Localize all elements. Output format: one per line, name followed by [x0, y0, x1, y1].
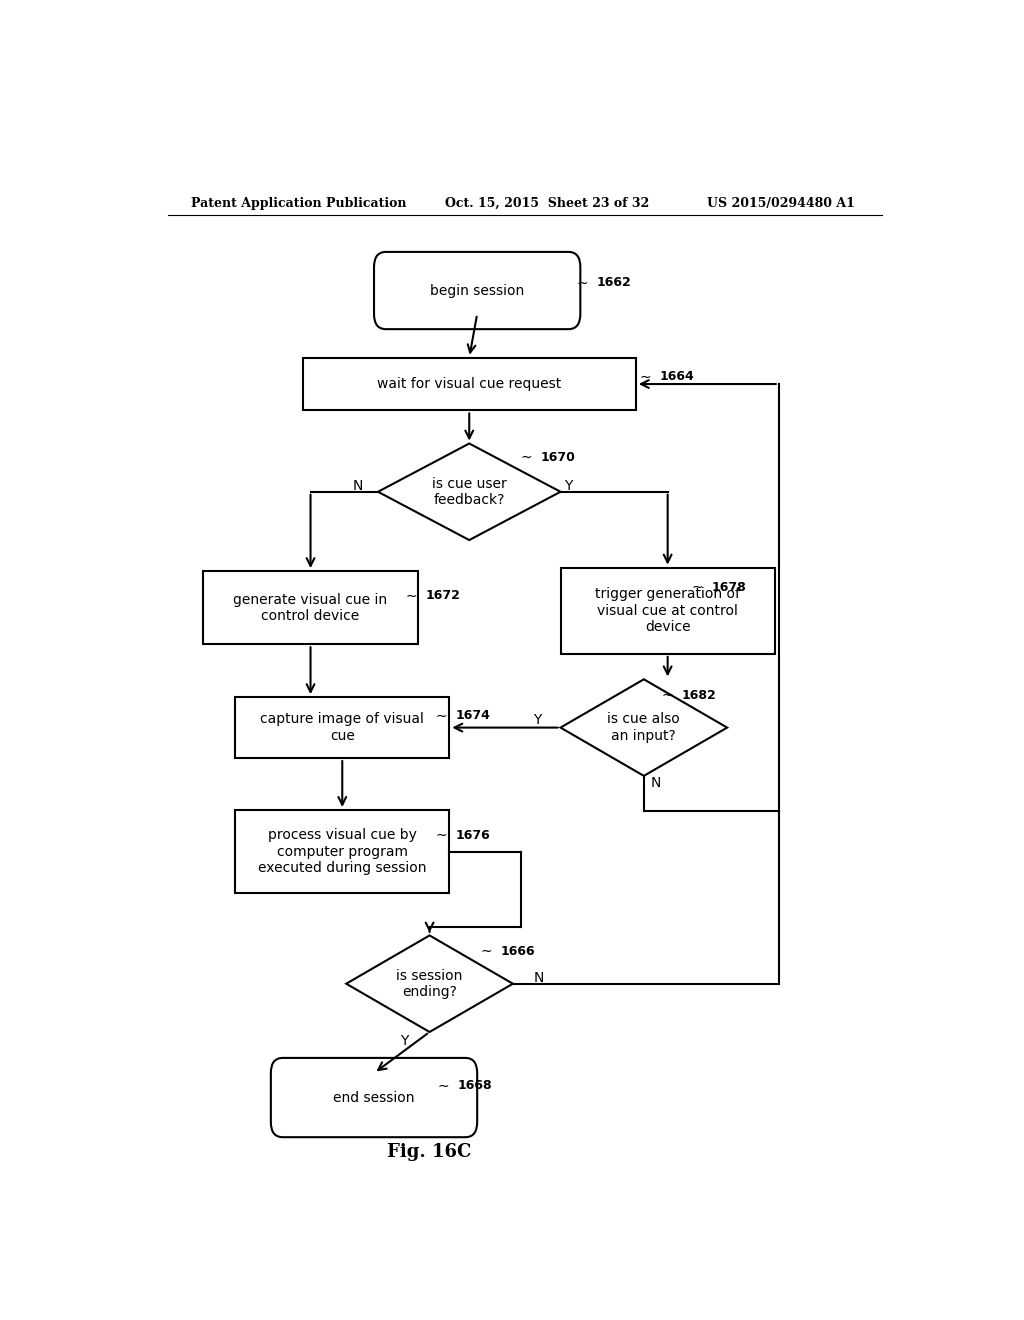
Text: ∼: ∼: [662, 688, 674, 702]
Text: N: N: [650, 776, 660, 791]
Polygon shape: [346, 936, 513, 1032]
Bar: [236, 697, 450, 758]
Text: is session
ending?: is session ending?: [396, 969, 463, 999]
Text: Y: Y: [564, 479, 572, 492]
Text: 1668: 1668: [458, 1078, 492, 1092]
Text: is cue user
feedback?: is cue user feedback?: [432, 477, 507, 507]
Text: ∼: ∼: [577, 276, 588, 289]
Text: Y: Y: [534, 714, 542, 727]
Text: Patent Application Publication: Patent Application Publication: [191, 197, 407, 210]
Text: 1664: 1664: [659, 371, 694, 383]
Text: trigger generation of
visual cue at control
device: trigger generation of visual cue at cont…: [595, 587, 740, 634]
Text: capture image of visual
cue: capture image of visual cue: [260, 713, 424, 743]
Text: Oct. 15, 2015  Sheet 23 of 32: Oct. 15, 2015 Sheet 23 of 32: [445, 197, 649, 210]
Text: 1682: 1682: [682, 689, 717, 701]
Text: N: N: [353, 479, 364, 492]
Text: is cue also
an input?: is cue also an input?: [607, 713, 680, 743]
Text: begin session: begin session: [430, 284, 524, 297]
Bar: [560, 568, 775, 653]
Text: 1662: 1662: [596, 276, 631, 289]
Text: Fig. 16C: Fig. 16C: [387, 1143, 472, 1162]
Text: wait for visual cue request: wait for visual cue request: [377, 378, 561, 391]
Text: ∼: ∼: [691, 581, 702, 594]
FancyBboxPatch shape: [374, 252, 581, 329]
Text: US 2015/0294480 A1: US 2015/0294480 A1: [708, 197, 855, 210]
Text: ∼: ∼: [435, 829, 447, 842]
Text: process visual cue by
computer program
executed during session: process visual cue by computer program e…: [258, 829, 427, 875]
Text: ∼: ∼: [520, 450, 532, 465]
Text: end session: end session: [333, 1090, 415, 1105]
Text: 1672: 1672: [426, 589, 461, 602]
Text: Y: Y: [400, 1034, 409, 1048]
Text: 1674: 1674: [456, 709, 490, 722]
Bar: [204, 572, 418, 644]
Text: 1678: 1678: [712, 581, 746, 594]
Text: ∼: ∼: [406, 589, 417, 602]
Text: 1670: 1670: [541, 450, 575, 463]
Text: 1676: 1676: [456, 829, 490, 842]
Polygon shape: [378, 444, 560, 540]
FancyBboxPatch shape: [270, 1057, 477, 1138]
Polygon shape: [560, 680, 727, 776]
Bar: [303, 358, 636, 411]
Text: 1666: 1666: [501, 945, 536, 958]
Text: ∼: ∼: [481, 944, 493, 958]
Text: N: N: [534, 970, 545, 985]
Text: generate visual cue in
control device: generate visual cue in control device: [233, 593, 388, 623]
Text: ∼: ∼: [437, 1078, 449, 1093]
Text: ∼: ∼: [435, 709, 447, 722]
Bar: [236, 810, 450, 894]
Text: ∼: ∼: [640, 370, 651, 384]
